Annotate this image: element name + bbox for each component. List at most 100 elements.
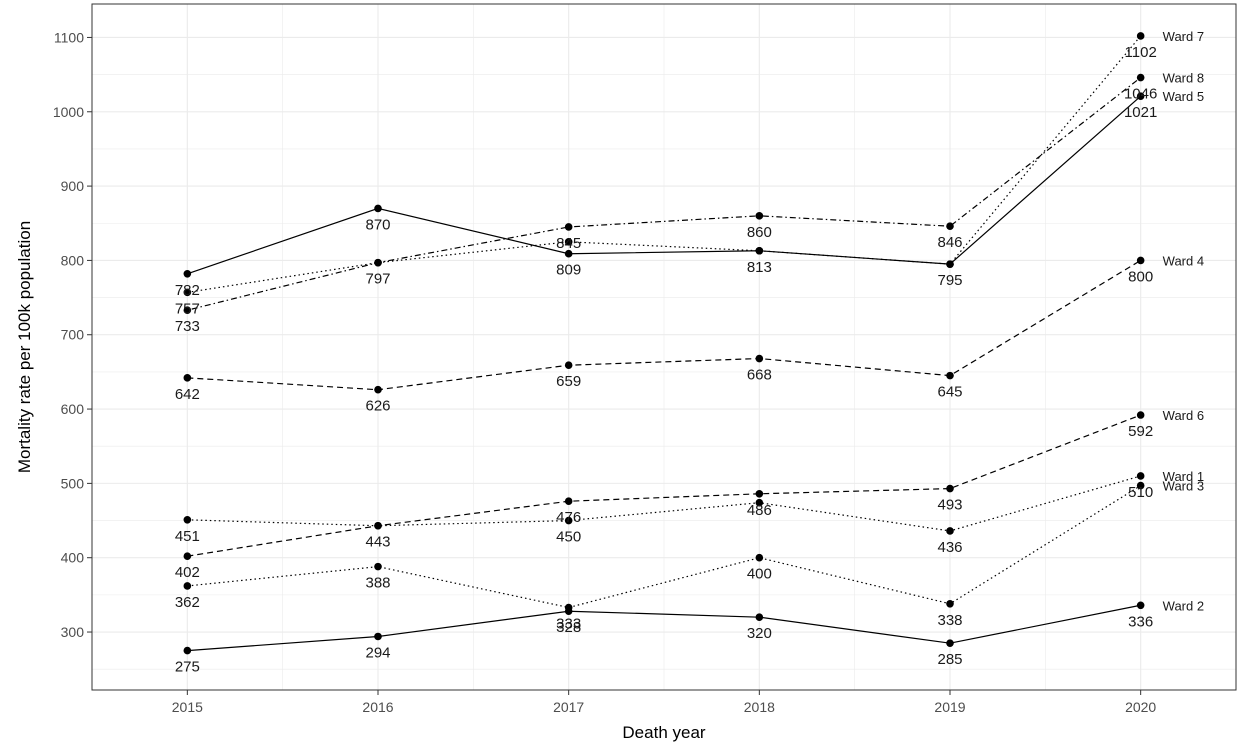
series-name-label: Ward 1	[1163, 469, 1204, 484]
data-label: 400	[747, 566, 772, 583]
y-tick-label: 900	[61, 178, 85, 194]
data-point	[755, 354, 764, 363]
data-point	[755, 553, 764, 562]
data-label: 668	[747, 367, 772, 384]
series-name-label: Ward 6	[1163, 408, 1204, 423]
panel-border	[91, 3, 1237, 691]
data-label: 486	[747, 502, 772, 519]
data-point	[183, 582, 192, 590]
data-point	[1136, 601, 1145, 610]
data-point	[755, 489, 764, 498]
data-label: 333	[556, 616, 581, 633]
data-label: 275	[175, 659, 200, 676]
data-point	[183, 516, 192, 524]
data-label: 800	[1128, 268, 1153, 285]
series-name-label: Ward 3	[1163, 479, 1204, 494]
data-label: 436	[937, 539, 962, 556]
data-label: 493	[937, 497, 962, 514]
data-labels: 757 797 1102 733 845 860 846 1046 782 870 809 813 79…	[175, 29, 1204, 676]
series-name-label: Ward 2	[1163, 598, 1204, 613]
data-label: 402	[175, 564, 200, 581]
data-label: 443	[365, 534, 390, 551]
series-name-label: Ward 8	[1163, 71, 1204, 86]
series-name-label: Ward 7	[1163, 29, 1204, 44]
x-tick-label: 2015	[172, 699, 203, 715]
data-point	[183, 646, 192, 655]
data-label: 845	[556, 235, 581, 252]
y-tick-label: 400	[61, 550, 85, 566]
data-point	[946, 484, 954, 493]
data-label: 860	[747, 224, 772, 241]
data-label: 1102	[1125, 44, 1157, 61]
data-point	[1136, 32, 1145, 40]
data-label: 757	[175, 300, 200, 317]
data-label: 328	[556, 619, 581, 636]
data-point	[755, 246, 764, 255]
data-label: 733	[175, 318, 200, 335]
data-point	[564, 497, 573, 506]
data-point	[564, 516, 573, 525]
series-line-ward-2	[187, 604, 1141, 652]
data-point	[564, 238, 573, 246]
data-label: 645	[937, 384, 962, 401]
x-axis-title: Death year	[622, 723, 705, 742]
data-point	[946, 222, 954, 231]
y-tick-label: 600	[61, 401, 85, 417]
data-point	[183, 288, 192, 297]
data-label: 510	[1128, 484, 1153, 501]
data-label: 338	[937, 612, 962, 629]
data-label: 294	[365, 644, 390, 661]
y-axis-title: Mortality rate per 100k population	[15, 221, 34, 473]
y-tick-label: 1100	[54, 29, 84, 45]
data-label: 336	[1128, 613, 1153, 630]
data-label: 846	[937, 234, 962, 251]
data-point	[374, 204, 382, 213]
data-point	[1136, 411, 1145, 419]
series-name-label: Ward 5	[1163, 89, 1204, 104]
data-label: 809	[556, 262, 581, 279]
y-tick-label: 1000	[53, 104, 84, 120]
data-label: 451	[175, 528, 200, 545]
data-point	[946, 599, 954, 608]
data-point	[1136, 256, 1145, 265]
data-label: 450	[556, 529, 581, 546]
series-lines	[187, 35, 1142, 652]
data-point	[1136, 73, 1145, 82]
data-label: 795	[937, 272, 962, 289]
data-point	[564, 607, 573, 616]
data-point	[564, 361, 573, 370]
series-line-ward-1	[187, 475, 1141, 532]
data-label: 870	[365, 216, 390, 233]
x-tick-label: 2017	[553, 699, 584, 715]
data-point	[1136, 472, 1145, 480]
series-line-ward-5	[187, 95, 1142, 275]
y-tick-label: 800	[61, 252, 85, 268]
data-point	[183, 306, 192, 315]
data-point	[1136, 92, 1145, 100]
data-label: 476	[556, 509, 581, 526]
axes: 2015 2016 2017 2018 2019 2020 300 400 500 600 700 8…	[53, 29, 1157, 715]
data-label: 1046	[1124, 86, 1157, 103]
x-tick-label: 2016	[362, 699, 393, 715]
data-label: 320	[747, 625, 772, 642]
data-label: 659	[556, 373, 581, 390]
data-point	[755, 613, 764, 621]
data-point	[183, 269, 192, 278]
data-point	[755, 498, 764, 507]
series-name-label: Ward 4	[1163, 253, 1204, 268]
x-tick-label: 2018	[744, 699, 775, 715]
data-label: 1021	[1124, 104, 1157, 121]
y-tick-label: 700	[61, 327, 85, 343]
data-label: 285	[937, 651, 962, 668]
data-point	[1136, 481, 1145, 490]
data-label: 626	[365, 398, 390, 415]
x-tick-label: 2020	[1125, 699, 1156, 715]
data-point	[946, 639, 954, 647]
data-point	[374, 521, 382, 530]
data-point	[374, 385, 382, 394]
y-tick-label: 300	[61, 624, 85, 640]
data-point	[564, 249, 573, 258]
data-label: 592	[1128, 423, 1153, 440]
data-points	[183, 32, 1145, 655]
